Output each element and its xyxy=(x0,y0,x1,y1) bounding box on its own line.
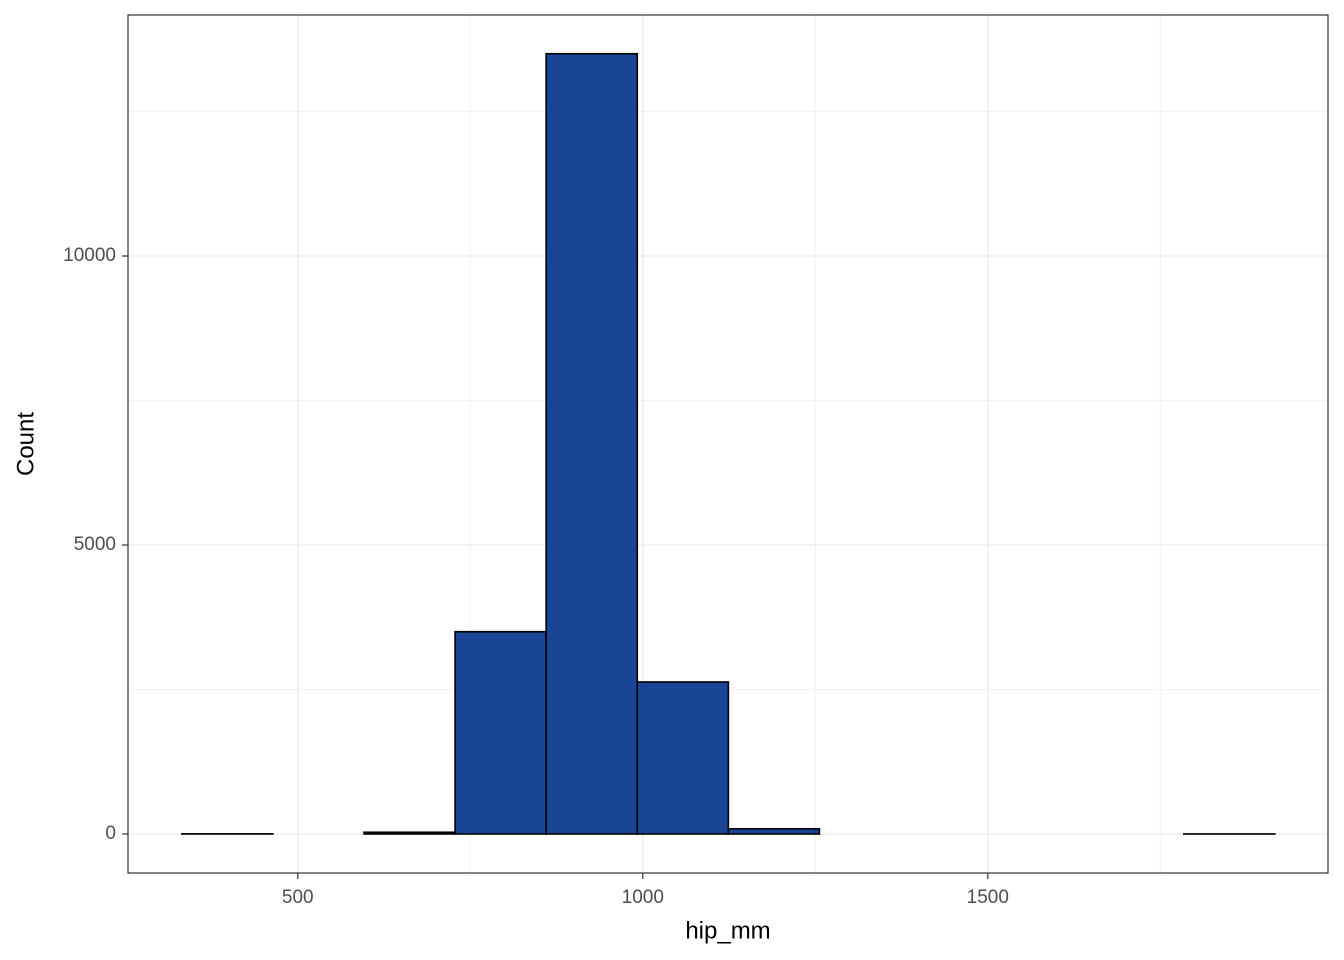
x-tick-label: 500 xyxy=(282,887,314,908)
bar xyxy=(363,831,456,835)
y-tick-label: 5000 xyxy=(74,534,116,555)
bar xyxy=(454,630,547,835)
grid xyxy=(128,15,1328,873)
y-tick-label: 0 xyxy=(105,823,116,844)
y-axis-title: Count xyxy=(12,412,39,476)
x-tick-label: 1500 xyxy=(967,887,1009,908)
x-axis-title: hip_mm xyxy=(685,917,770,944)
x-tick-label: 1000 xyxy=(622,887,664,908)
bar xyxy=(727,827,821,835)
bar xyxy=(636,681,730,835)
panel-border xyxy=(127,14,1329,874)
y-tick-label: 10000 xyxy=(63,245,116,266)
bar xyxy=(545,52,639,835)
bars xyxy=(181,52,1276,835)
